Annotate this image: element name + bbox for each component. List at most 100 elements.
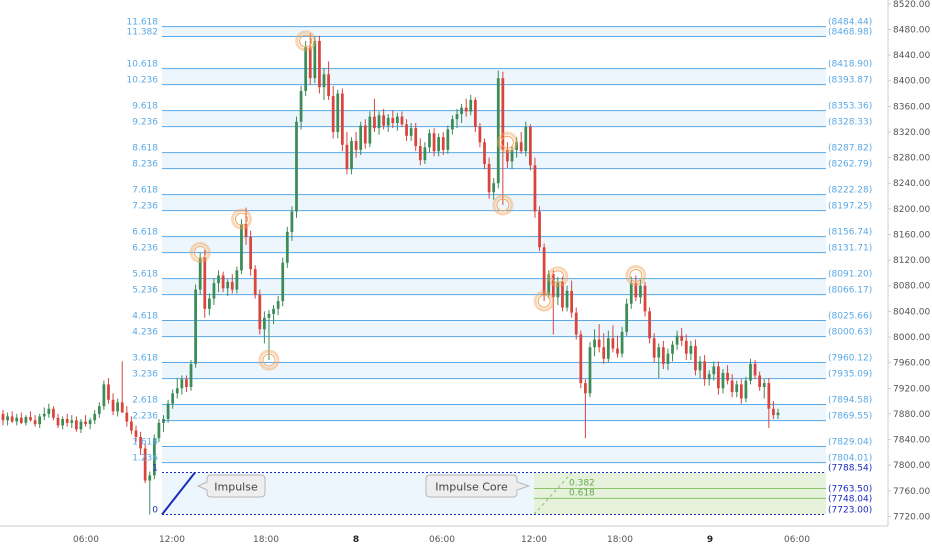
candle-body [620, 331, 624, 354]
candle-body [574, 312, 578, 335]
candle-body [730, 380, 734, 393]
fib-band [162, 26, 826, 37]
candle-body [712, 366, 716, 375]
fib-price-label: (8418.90) [828, 60, 872, 70]
fib-band [162, 320, 826, 337]
fib-ratio-label: 7.236 [132, 202, 158, 212]
candle-body [281, 262, 285, 302]
y-tick-label: 8480.00 [893, 25, 930, 35]
x-tick-label: 9 [707, 535, 713, 545]
candle-body [588, 347, 592, 394]
fib-price-label: (7960.12) [828, 354, 872, 364]
candle-body [116, 402, 120, 412]
y-tick-label: 7920.00 [893, 384, 930, 394]
candle-body [130, 421, 133, 431]
candle-body [235, 270, 239, 290]
candle-body [767, 383, 771, 409]
candle-body [230, 281, 234, 290]
candle-body [441, 137, 445, 150]
impulse-core-callout-bubble [425, 474, 531, 498]
candle-body [391, 117, 395, 124]
fib-price-label: (8468.98) [828, 28, 872, 38]
candle-body [432, 133, 436, 152]
fib-ratio-label: 6.618 [132, 228, 158, 238]
candle-body [542, 247, 546, 295]
candle-body [418, 146, 422, 161]
candle-body [464, 107, 468, 112]
fib-price-label: (7894.58) [828, 396, 872, 406]
x-tick-label: 06:00 [784, 535, 810, 545]
candle-body [570, 290, 574, 313]
y-tick-label: 8280.00 [893, 154, 930, 164]
candle-body [350, 140, 353, 170]
candle-body [61, 419, 64, 426]
candle-body [198, 257, 202, 290]
candle-body [33, 420, 37, 425]
candle-body [717, 366, 720, 389]
candle-body [423, 147, 427, 161]
candle-body [97, 406, 101, 414]
y-tick-label: 8240.00 [893, 179, 930, 189]
candle-body [473, 99, 477, 127]
candle-body [189, 363, 193, 387]
fib-price-label: (7804.01) [828, 454, 872, 464]
swing-highlight-ring [234, 212, 248, 226]
candle-body [359, 125, 363, 150]
candle-body [56, 417, 60, 426]
candle-body [93, 413, 97, 421]
candle-body [726, 372, 729, 381]
candle-body [739, 384, 743, 399]
candle-body [616, 348, 619, 354]
fib-band [162, 194, 826, 211]
candle-body [749, 363, 752, 381]
candle-body [175, 388, 179, 394]
candle-body [162, 419, 165, 423]
candle-body [139, 436, 142, 449]
candle-body [625, 303, 629, 332]
candle-body [556, 281, 560, 298]
candle-body [217, 275, 220, 284]
swing-highlight-ring [262, 353, 276, 367]
fib-price-label: (8484.44) [828, 18, 872, 28]
candle-body [528, 126, 532, 166]
candle-body [340, 93, 344, 145]
swing-highlight-circle [496, 131, 518, 153]
candle-body [249, 237, 253, 270]
fib-ratio-label: 2.618 [132, 396, 158, 406]
candle-body [744, 380, 748, 399]
y-tick-label: 7720.00 [893, 512, 930, 522]
candle-body [38, 416, 42, 425]
fib-price-label: (8353.36) [828, 102, 872, 112]
candle-body [694, 345, 697, 371]
candle-body [47, 408, 51, 414]
fib-price-label: (8287.82) [828, 144, 872, 154]
candle-body [657, 347, 661, 358]
y-tick-label: 8000.00 [893, 333, 930, 343]
fib-band [162, 110, 826, 127]
fib-ratio-label: 2.236 [132, 412, 158, 422]
candle-body [285, 231, 289, 263]
candle-body [524, 126, 528, 152]
candle-body [244, 224, 248, 238]
candle-body [506, 149, 509, 162]
candle-body [565, 290, 569, 308]
fib-price-label: (8197.25) [828, 202, 872, 212]
candle-body [684, 340, 688, 354]
candle-body [629, 283, 633, 304]
candle-body [547, 274, 551, 295]
candle-body [648, 311, 651, 339]
core-ratio-label: 0.382 [569, 479, 595, 489]
candle-body [469, 99, 473, 112]
x-tick-label: 8 [353, 535, 359, 545]
impulse-line [161, 471, 196, 516]
candle-body [680, 335, 684, 341]
candle-body [107, 384, 110, 400]
fib-price-label: (8000.63) [828, 328, 872, 338]
candle-body [561, 281, 564, 308]
candle-body [753, 363, 757, 376]
candle-body [689, 345, 693, 354]
candle-body [652, 338, 656, 358]
y-tick-label: 8120.00 [893, 256, 930, 266]
candle-body [386, 117, 390, 126]
y-tick-label: 7880.00 [893, 410, 930, 420]
